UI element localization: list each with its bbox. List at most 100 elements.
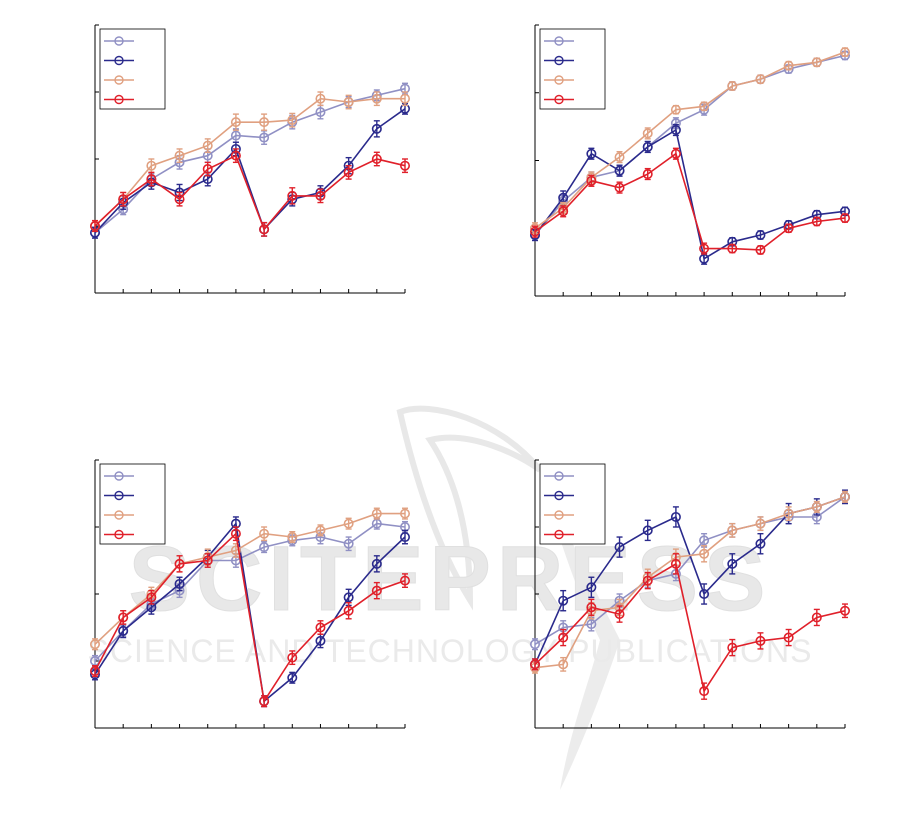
- data-point: [642, 128, 653, 139]
- legend-swatch-marker: [114, 94, 124, 105]
- legend-swatch-marker: [114, 490, 124, 501]
- data-point: [343, 518, 354, 529]
- data-point: [839, 213, 850, 224]
- data-point: [811, 501, 822, 512]
- legend-swatch-marker: [114, 36, 124, 46]
- legend-swatch-marker: [554, 529, 564, 540]
- data-point: [259, 224, 270, 235]
- data-point: [174, 194, 185, 205]
- data-point: [558, 632, 569, 643]
- data-point: [118, 625, 129, 636]
- data-point: [755, 635, 766, 646]
- chart-bottom-left: [90, 459, 410, 729]
- data-point: [727, 642, 738, 653]
- data-point: [371, 585, 382, 596]
- data-point: [315, 93, 326, 104]
- series-line: [534, 128, 846, 260]
- series-4: [529, 147, 850, 255]
- legend-box: [99, 463, 166, 545]
- watermark: SCITEPRESS SCIENCE AND TECHNOLOGY PUBLIC…: [88, 405, 811, 790]
- data-point: [783, 60, 794, 71]
- data-point: [230, 130, 241, 141]
- data-point: [315, 622, 326, 633]
- data-point: [230, 150, 241, 161]
- data-point: [315, 525, 326, 536]
- data-point: [642, 169, 653, 180]
- legend-swatch-marker: [114, 55, 124, 66]
- legend-swatch-marker: [114, 471, 124, 481]
- data-point: [558, 206, 569, 217]
- data-point: [642, 575, 653, 586]
- data-point: [699, 588, 710, 599]
- legend-swatch-marker: [554, 36, 564, 46]
- data-point: [670, 125, 681, 136]
- data-point: [783, 223, 794, 234]
- legend-box: [539, 28, 606, 110]
- data-point: [230, 528, 241, 539]
- data-point: [202, 140, 213, 151]
- data-point: [642, 141, 653, 152]
- legend-swatch-marker: [554, 471, 564, 481]
- data-point: [586, 148, 597, 159]
- data-point: [670, 558, 681, 569]
- data-point: [614, 542, 625, 553]
- chart-top-left: [90, 24, 410, 294]
- series-line: [534, 562, 846, 694]
- data-point: [371, 508, 382, 519]
- data-point: [699, 253, 710, 264]
- data-point: [343, 97, 354, 108]
- data-point: [558, 659, 569, 670]
- data-point: [699, 686, 710, 697]
- data-point: [230, 117, 241, 128]
- data-point: [259, 696, 270, 707]
- series-4: [90, 526, 410, 708]
- legend-swatch-marker: [554, 510, 564, 520]
- data-point: [90, 639, 101, 650]
- data-point: [315, 107, 326, 118]
- data-point: [202, 555, 213, 566]
- data-point: [371, 123, 382, 134]
- data-point: [287, 115, 298, 126]
- data-point: [399, 532, 410, 543]
- data-point: [371, 558, 382, 569]
- data-point: [230, 545, 241, 556]
- data-point: [146, 174, 157, 185]
- data-point: [259, 117, 270, 128]
- data-point: [343, 605, 354, 616]
- series-line: [94, 108, 406, 234]
- data-point: [727, 80, 738, 91]
- data-point: [118, 612, 129, 623]
- data-point: [371, 93, 382, 104]
- data-point: [343, 167, 354, 178]
- data-point: [174, 578, 185, 589]
- series-line: [94, 87, 406, 234]
- series-3: [529, 490, 850, 674]
- data-point: [90, 666, 101, 677]
- data-point: [586, 582, 597, 593]
- data-point: [783, 508, 794, 519]
- data-point: [146, 160, 157, 171]
- data-point: [315, 190, 326, 201]
- chart-panels: [90, 24, 850, 729]
- data-point: [614, 165, 625, 176]
- data-point: [586, 175, 597, 186]
- series-line: [94, 521, 406, 703]
- data-point: [727, 558, 738, 569]
- data-point: [783, 632, 794, 643]
- data-point: [399, 575, 410, 586]
- legend-box: [539, 463, 606, 545]
- data-point: [811, 57, 822, 68]
- data-point: [287, 532, 298, 543]
- data-point: [699, 535, 710, 546]
- data-point: [755, 74, 766, 85]
- data-point: [642, 525, 653, 536]
- legend-swatch-marker: [554, 490, 564, 501]
- data-point: [614, 152, 625, 163]
- data-point: [343, 538, 354, 549]
- data-point: [811, 612, 822, 623]
- data-point: [529, 226, 540, 237]
- legend-swatch-marker: [554, 94, 564, 105]
- data-point: [839, 491, 850, 502]
- legend-box: [99, 28, 166, 110]
